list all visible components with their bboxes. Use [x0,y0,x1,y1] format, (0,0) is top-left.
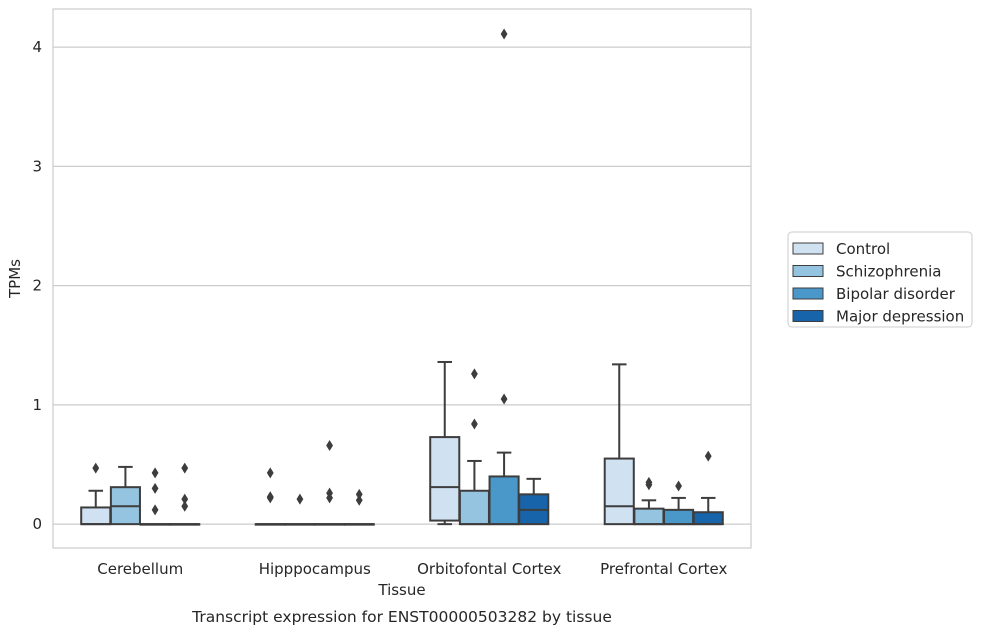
legend-swatch [792,265,824,277]
outlier-point [355,488,363,500]
iqr-box [488,475,520,526]
iqr-box [692,511,724,526]
outlier-point [151,467,159,479]
box-major-depression-0 [169,462,201,526]
legend-swatch [792,242,824,255]
y-tick-label: 3 [32,157,42,175]
legend-entry-label: Control [836,240,890,258]
legend-entry-label: Schizophrenia [836,263,941,281]
legend-frame [787,231,973,328]
legend-swatch [792,287,824,300]
box-control-1 [254,467,286,526]
outlier-point [355,494,363,506]
outlier-point [296,493,304,505]
outlier-point [92,462,100,474]
iqr-box [458,489,490,526]
outlier-point [471,418,478,430]
legend-entry-label: Major depression [836,308,964,326]
iqr-box [429,436,461,522]
outlier-point [471,368,478,380]
box-major-depression-3 [692,450,724,526]
x-tick-label: Orbitofontal Cortex [417,560,561,578]
iqr-box [633,507,665,526]
box-control-2 [429,360,461,526]
y-tick-label: 0 [32,515,42,533]
outlier-point [266,492,274,504]
outlier-point [704,450,712,462]
box-major-depression-2 [518,477,550,526]
iqr-box [603,457,635,526]
y-tick-label: 4 [32,38,42,56]
x-tick-label: Cerebellum [97,560,183,578]
outlier-point [500,28,508,40]
outlier-point [151,504,159,516]
box-series [80,28,724,526]
box-schizophrenia-2 [458,368,490,526]
box-bipolar-disorder-2 [488,28,520,526]
y-tick-label: 2 [32,277,42,295]
box-schizophrenia-1 [284,493,316,526]
outlier-point [326,439,333,451]
box-schizophrenia-3 [633,476,665,526]
outlier-point [266,467,274,479]
y-axis-label: TPMs [6,259,24,299]
box-control-3 [603,363,635,526]
y-gridlines [53,46,751,525]
box-major-depression-1 [343,488,375,526]
plot-frame [52,8,752,549]
x-tick-label: Prefrontal Cortex [600,560,727,578]
iqr-box [663,508,695,526]
box-bipolar-disorder-3 [663,480,695,526]
outlier-point [645,479,653,491]
outlier-point [326,492,333,504]
legend: Control Schizophrenia Bipolar disorder Majo… [787,231,973,328]
iqr-box [80,506,112,526]
x-tick-label: Hipppocampus [259,560,371,578]
legend-swatch [792,310,824,322]
chart-caption: Transcript expression for ENST0000050328… [191,608,612,626]
y-tick-labels: 0 1 2 3 4 [32,38,42,533]
outlier-point [181,493,189,505]
box-bipolar-disorder-1 [314,439,346,526]
box-bipolar-disorder-0 [139,467,171,526]
outlier-point [675,480,682,492]
x-tick-labels: Cerebellum Hipppocampus Orbitofontal Corte… [97,560,727,578]
outlier-point [181,462,189,474]
y-tick-label: 1 [32,396,42,414]
outlier-point [181,500,189,512]
legend-entry-label: Bipolar disorder [836,285,956,303]
outlier-point [151,482,159,494]
outlier-point [500,393,508,405]
box-control-0 [80,462,112,526]
x-axis-label: Tissue [377,581,425,599]
box-schizophrenia-0 [109,465,141,526]
